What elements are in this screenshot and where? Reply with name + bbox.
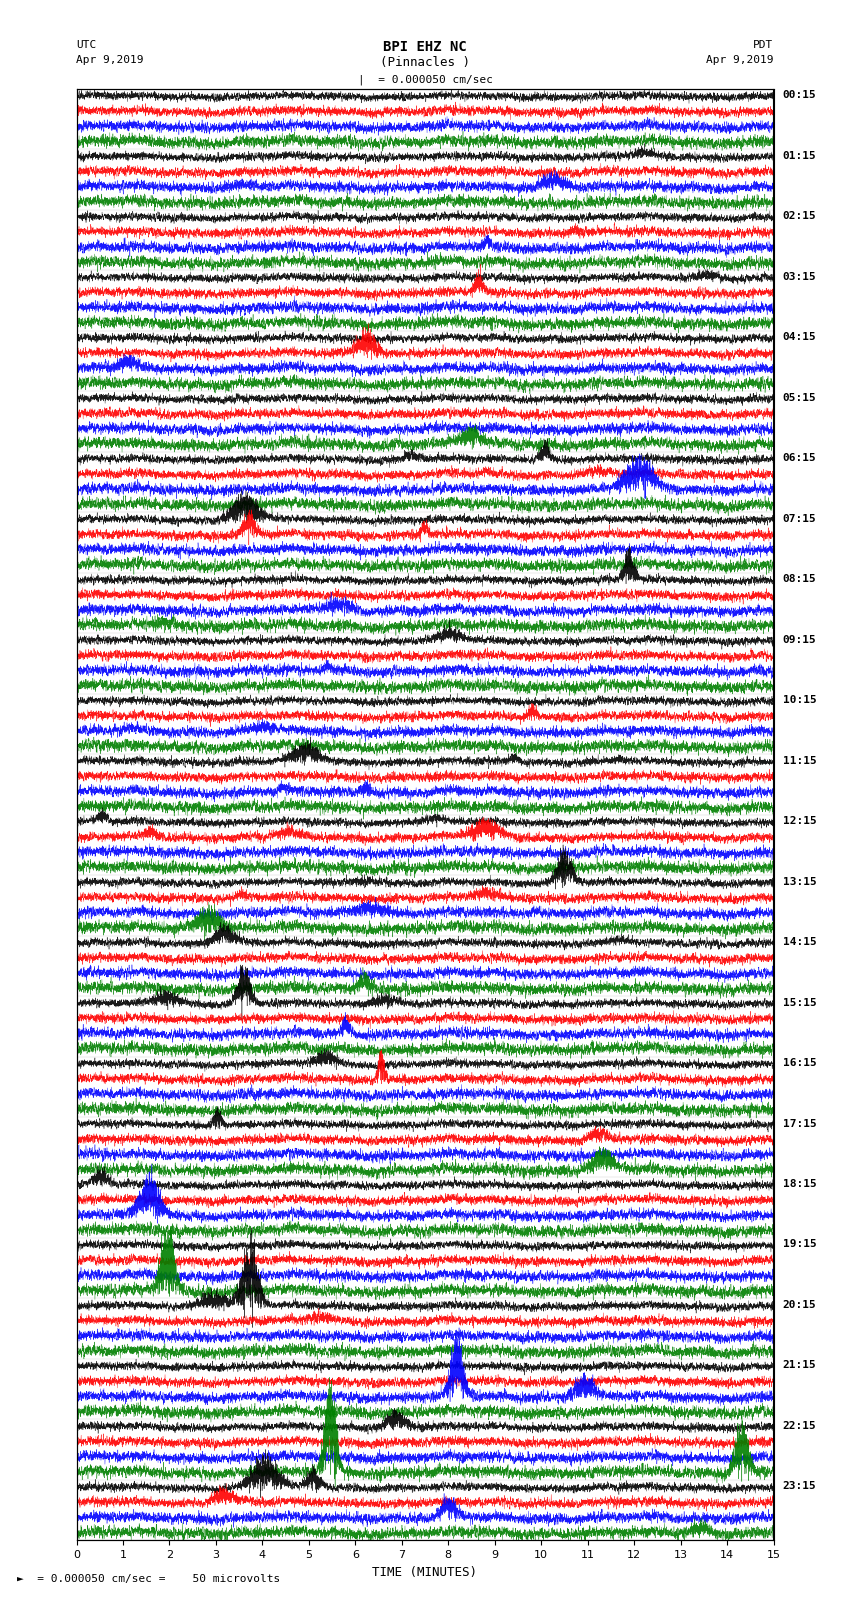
- Text: Apr 9,2019: Apr 9,2019: [706, 55, 774, 65]
- Text: 19:15: 19:15: [783, 1239, 817, 1250]
- Text: PDT: PDT: [753, 40, 774, 50]
- Text: UTC: UTC: [76, 40, 97, 50]
- Text: 02:15: 02:15: [783, 211, 817, 221]
- Text: 20:15: 20:15: [783, 1300, 817, 1310]
- Text: 13:15: 13:15: [783, 876, 817, 887]
- Text: 01:15: 01:15: [783, 150, 817, 161]
- X-axis label: TIME (MINUTES): TIME (MINUTES): [372, 1566, 478, 1579]
- Text: 15:15: 15:15: [783, 997, 817, 1008]
- Text: BPI EHZ NC: BPI EHZ NC: [383, 40, 467, 55]
- Text: 10:15: 10:15: [783, 695, 817, 705]
- Text: 23:15: 23:15: [783, 1481, 817, 1492]
- Text: 18:15: 18:15: [783, 1179, 817, 1189]
- Text: 12:15: 12:15: [783, 816, 817, 826]
- Text: 17:15: 17:15: [783, 1118, 817, 1129]
- Text: 07:15: 07:15: [783, 513, 817, 524]
- Text: 09:15: 09:15: [783, 634, 817, 645]
- Text: 08:15: 08:15: [783, 574, 817, 584]
- Text: |  = 0.000050 cm/sec: | = 0.000050 cm/sec: [358, 74, 492, 85]
- Text: Apr 9,2019: Apr 9,2019: [76, 55, 144, 65]
- Text: 21:15: 21:15: [783, 1360, 817, 1371]
- Text: 22:15: 22:15: [783, 1421, 817, 1431]
- Text: ►  = 0.000050 cm/sec =    50 microvolts: ► = 0.000050 cm/sec = 50 microvolts: [17, 1574, 280, 1584]
- Text: 11:15: 11:15: [783, 755, 817, 766]
- Text: 06:15: 06:15: [783, 453, 817, 463]
- Text: 16:15: 16:15: [783, 1058, 817, 1068]
- Text: 05:15: 05:15: [783, 392, 817, 403]
- Text: (Pinnacles ): (Pinnacles ): [380, 56, 470, 69]
- Text: 03:15: 03:15: [783, 271, 817, 282]
- Text: 14:15: 14:15: [783, 937, 817, 947]
- Text: 00:15: 00:15: [783, 90, 817, 100]
- Text: 04:15: 04:15: [783, 332, 817, 342]
